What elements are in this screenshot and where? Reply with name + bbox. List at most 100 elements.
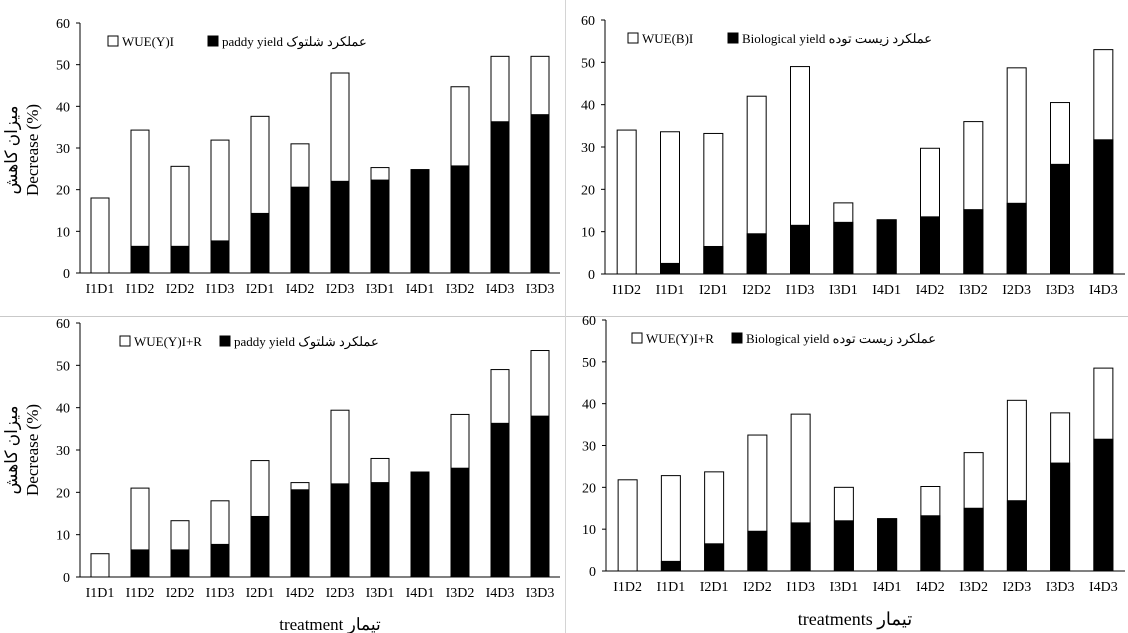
- x-tick-label: I3D1: [366, 282, 395, 297]
- bar-filled: [330, 180, 350, 274]
- y-axis-label-english-top: Decrease (%): [23, 104, 42, 196]
- y-axis-label-persian-top: میزان کاهش: [2, 106, 22, 195]
- x-tick-label: I3D3: [526, 586, 555, 601]
- bar-filled: [746, 233, 767, 275]
- x-tick-label: I4D1: [873, 580, 902, 595]
- y-tick-label: 0: [63, 571, 70, 586]
- bar-filled: [1050, 163, 1070, 275]
- bar-filled: [660, 262, 680, 275]
- legend-swatch: [107, 35, 119, 47]
- x-tick-label: I4D2: [286, 282, 315, 297]
- x-tick-label: I4D2: [916, 580, 945, 595]
- chart-panel-3: 0 10 20 30 40 50 60 I1D1 I1D2 I2D2 I1D3 I2D1 I4D2 I2D…: [56, 317, 560, 601]
- legend-swatch: [727, 32, 739, 44]
- x-tick-label: I1D3: [786, 283, 815, 298]
- y-tick-label: 60: [582, 314, 596, 329]
- bar-filled: [450, 467, 470, 578]
- x-tick-label: I3D3: [1046, 580, 1075, 595]
- bar-filled: [660, 560, 681, 572]
- x-tick-label: I2D3: [326, 282, 355, 297]
- x-axis-label-right: treatments تیمار: [798, 609, 913, 630]
- x-tick-label: I2D3: [326, 586, 355, 601]
- y-axis-label-persian-bottom: میزان کاهش: [2, 406, 22, 495]
- bar-filled: [410, 169, 430, 274]
- legend-label: paddy yield عملکرد شلتوک: [222, 34, 367, 50]
- x-axis-label-left: treatment تیمار: [279, 615, 381, 633]
- x-tick-label: I4D1: [872, 283, 901, 298]
- bar-outline: [660, 131, 680, 275]
- y-tick-label: 10: [56, 225, 70, 240]
- x-tick-label: I1D2: [126, 282, 155, 297]
- legend-label: paddy yield عملکرد شلتوک: [234, 334, 379, 350]
- x-tick-label: I1D2: [612, 283, 641, 298]
- x-tick-label: I1D3: [206, 282, 235, 297]
- legend-label: WUE(Y)I+R: [646, 331, 714, 346]
- y-tick-label: 30: [581, 141, 595, 156]
- y-tick-label: 20: [582, 481, 596, 496]
- bar-filled: [920, 216, 940, 275]
- y-tick-label: 50: [56, 359, 70, 374]
- bar-outline: [90, 197, 110, 274]
- bar-filled: [704, 543, 725, 572]
- legend-swatch: [731, 332, 743, 344]
- y-tick-label: 40: [56, 402, 70, 417]
- x-tick-label: I1D3: [206, 586, 235, 601]
- bar-outline: [660, 475, 681, 572]
- bar-filled: [530, 415, 550, 578]
- bar-filled: [920, 515, 941, 572]
- bar-filled: [210, 240, 230, 274]
- x-tick-label: I1D3: [786, 580, 815, 595]
- x-tick-label: I4D3: [486, 586, 515, 601]
- y-tick-label: 30: [582, 440, 596, 455]
- x-tick-label: I2D2: [166, 586, 195, 601]
- x-tick-label: I2D1: [699, 283, 728, 298]
- y-tick-label: 40: [56, 100, 70, 115]
- bar-filled: [130, 245, 150, 274]
- x-tick-label: I3D1: [366, 586, 395, 601]
- y-tick-label: 40: [582, 398, 596, 413]
- y-tick-label: 60: [56, 17, 70, 32]
- legend-label: WUE(Y)I+R: [134, 334, 202, 349]
- x-tick-label: I3D2: [446, 282, 475, 297]
- x-tick-label: I3D3: [1046, 283, 1075, 298]
- y-axis-title-top: میزان کاهش Decrease (%): [2, 104, 42, 196]
- bar-filled: [290, 489, 310, 578]
- y-tick-label: 10: [56, 529, 70, 544]
- x-tick-label: I3D2: [959, 580, 988, 595]
- y-tick-label: 10: [581, 226, 595, 241]
- x-tick-label: I2D2: [743, 580, 772, 595]
- bar-filled: [410, 471, 430, 578]
- x-tick-label: I1D2: [126, 586, 155, 601]
- y-tick-label: 40: [581, 99, 595, 114]
- bar-filled: [170, 549, 190, 578]
- bar-outline: [90, 553, 110, 578]
- panel-divider-horizontal: [0, 316, 1128, 317]
- bar-filled: [530, 114, 550, 274]
- bar-filled: [490, 422, 510, 578]
- legend-swatch: [631, 332, 643, 344]
- chart-panel-4: 0 10 20 30 40 50 60 I1D2 I1D1 I2D1 I2D2 I1D3 I3D1 I4D…: [582, 314, 1125, 595]
- y-tick-label: 50: [56, 59, 70, 74]
- bar-filled: [330, 483, 350, 578]
- chart-panel-1: 0 10 20 30 40 50 60 I1D1 I1D2 I2D2 I1D3 I2D1 I4D2 I2D…: [56, 17, 560, 297]
- bar-filled: [370, 179, 390, 274]
- bar-filled: [833, 221, 854, 275]
- bar-filled: [963, 209, 984, 275]
- legend-label: WUE(Y)I: [122, 34, 174, 49]
- legend-label: Biological yield عملکرد زیست توده: [742, 31, 932, 47]
- y-axis-label-english-bottom: Decrease (%): [23, 404, 42, 496]
- bar-outline: [617, 479, 638, 572]
- y-tick-label: 60: [581, 14, 595, 29]
- y-tick-label: 0: [63, 267, 70, 282]
- x-tick-label: I2D3: [1002, 580, 1031, 595]
- bar-filled: [747, 530, 768, 572]
- x-tick-label: I1D1: [656, 283, 685, 298]
- bar-filled: [790, 224, 810, 275]
- bar-filled: [877, 518, 898, 572]
- x-tick-label: I4D3: [1089, 580, 1118, 595]
- bar-filled: [703, 245, 724, 275]
- x-tick-label: I3D2: [959, 283, 988, 298]
- bar-filled: [1093, 139, 1114, 275]
- y-tick-label: 30: [56, 444, 70, 459]
- bar-filled: [250, 212, 270, 274]
